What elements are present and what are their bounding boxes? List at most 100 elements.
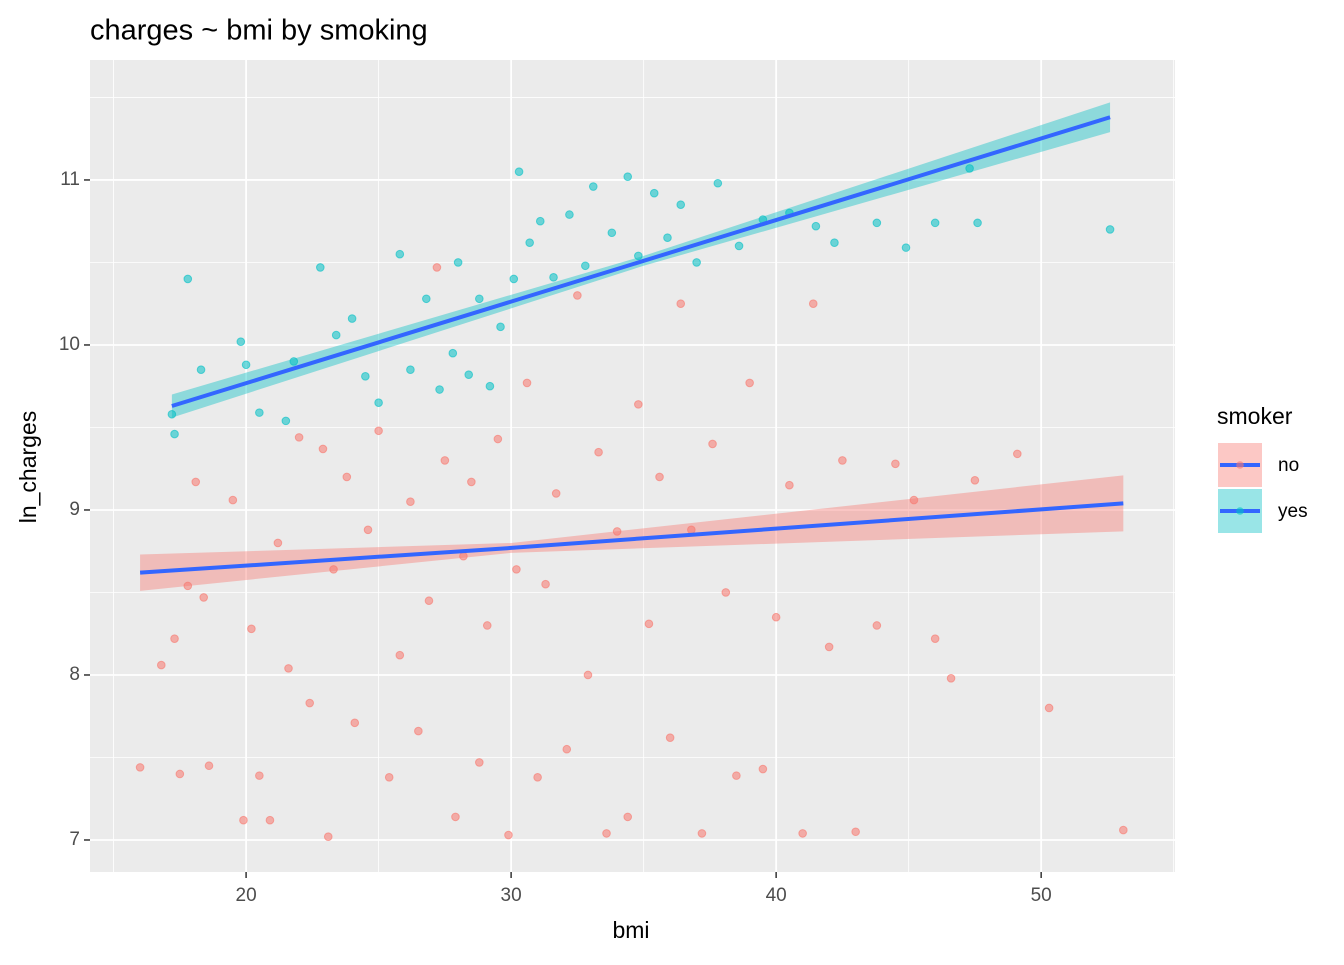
point: [549, 273, 558, 282]
point: [167, 409, 177, 419]
point: [170, 429, 179, 439]
point: [475, 294, 484, 304]
point: [708, 439, 717, 449]
point: [175, 769, 185, 779]
point: [170, 634, 179, 643]
point: [634, 400, 643, 409]
point: [970, 475, 980, 485]
point: [581, 261, 590, 271]
point: [329, 565, 338, 574]
point: [655, 472, 664, 482]
point: [435, 385, 444, 394]
point: [533, 772, 542, 782]
point: [485, 381, 495, 391]
point: [973, 218, 982, 228]
point: [448, 348, 458, 358]
legend-key-point: [1236, 461, 1244, 469]
point: [551, 489, 561, 498]
chart-title: charges ~ bmi by smoking: [90, 15, 428, 47]
point: [135, 763, 145, 772]
point: [475, 758, 484, 767]
point: [798, 829, 807, 838]
point: [607, 228, 617, 238]
point: [838, 456, 847, 465]
point: [649, 188, 659, 198]
point: [347, 314, 357, 323]
point: [1119, 825, 1128, 835]
legend-title: smoker: [1217, 403, 1293, 429]
point: [721, 588, 731, 597]
point: [156, 660, 166, 670]
x-tick-label: 20: [236, 885, 257, 906]
point: [573, 291, 582, 300]
point: [644, 619, 654, 629]
point: [294, 433, 304, 442]
point: [965, 164, 974, 173]
point: [697, 829, 707, 838]
point: [692, 258, 701, 267]
point: [732, 771, 741, 780]
point: [562, 744, 572, 754]
point: [440, 456, 450, 465]
point: [255, 771, 264, 780]
point: [453, 258, 463, 267]
point: [824, 642, 834, 652]
x-tick-label: 50: [1031, 885, 1052, 906]
point: [1013, 449, 1022, 459]
y-tick-label: 8: [69, 664, 80, 685]
point: [323, 832, 333, 841]
point: [496, 322, 505, 332]
point: [432, 263, 442, 272]
point: [183, 274, 193, 284]
point: [204, 761, 214, 771]
point: [594, 447, 603, 457]
point: [424, 596, 434, 606]
point: [241, 360, 251, 370]
point: [395, 249, 405, 259]
point: [247, 624, 256, 634]
point: [414, 726, 423, 736]
point: [909, 495, 919, 505]
y-tick-label: 7: [69, 829, 80, 850]
point: [183, 581, 193, 591]
point: [422, 294, 431, 304]
point: [1105, 225, 1115, 234]
point: [665, 733, 675, 742]
point: [406, 497, 415, 507]
y-tick-label: 10: [59, 334, 80, 355]
point: [342, 472, 352, 482]
point: [464, 370, 474, 379]
fit-line: [171, 115, 1111, 408]
point: [851, 827, 860, 837]
panel: [90, 60, 1175, 872]
y-tick-label: 11: [60, 169, 80, 190]
point: [504, 830, 513, 840]
point: [482, 621, 492, 630]
point: [946, 673, 956, 683]
point: [583, 670, 593, 680]
point: [512, 565, 521, 574]
point: [676, 299, 686, 309]
point: [236, 337, 246, 346]
point: [196, 365, 206, 375]
legend-label: no: [1278, 455, 1299, 476]
point: [522, 378, 532, 388]
point: [734, 241, 744, 251]
point: [316, 263, 325, 272]
point: [930, 634, 940, 643]
point: [745, 378, 754, 388]
point: [872, 621, 882, 630]
point: [305, 698, 315, 708]
point: [891, 459, 900, 469]
point: [331, 330, 341, 340]
point: [785, 480, 794, 490]
point: [361, 372, 370, 381]
point: [451, 812, 460, 822]
point: [228, 495, 238, 505]
legend-key-point: [1236, 507, 1244, 515]
point: [623, 172, 633, 181]
point: [374, 398, 383, 408]
point: [565, 210, 574, 219]
point: [318, 444, 328, 454]
point: [273, 538, 283, 548]
